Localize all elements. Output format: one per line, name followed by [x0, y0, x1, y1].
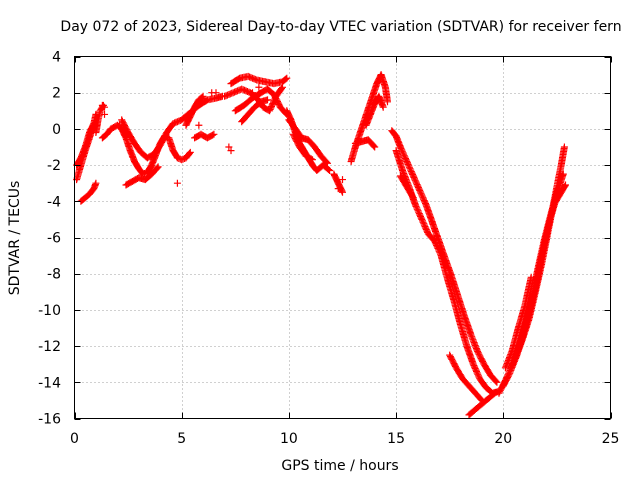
x-tick-label: 25: [602, 431, 620, 447]
sdtvar-point: [116, 121, 124, 129]
y-tick-label: -16: [38, 412, 61, 428]
y-tick-label: -14: [38, 375, 61, 391]
x-tick-label: 10: [280, 431, 298, 447]
x-axis-label: GPS time / hours: [281, 458, 398, 474]
sdtvar-point: [173, 179, 181, 187]
x-tick-label: 5: [177, 431, 186, 447]
sdtvar-point: [195, 121, 203, 129]
sdtvar-point: [339, 176, 346, 184]
sdtvar-point: [180, 114, 188, 122]
y-tick-label: 4: [52, 50, 61, 66]
grid-lines: [74, 56, 611, 419]
sdtvar-point: [101, 110, 109, 118]
y-tick-label: -10: [38, 303, 61, 319]
sdtvar-point: [248, 89, 256, 97]
sdtvar-point: [212, 89, 220, 97]
x-tick-label: 20: [494, 431, 512, 447]
plot-frame: [74, 56, 611, 419]
data-markers: [73, 71, 569, 419]
sdtvar-point: [255, 83, 263, 91]
x-tick-label: 0: [70, 431, 79, 447]
y-tick-label: -12: [38, 339, 61, 355]
x-tick-label: 15: [387, 431, 405, 447]
sdtvar-point: [227, 147, 235, 155]
y-tick-label: -8: [47, 267, 61, 283]
chart-title: Day 072 of 2023, Sidereal Day-to-day VTE…: [60, 19, 621, 35]
y-tick-label: -4: [47, 194, 61, 210]
sdtvar-point: [101, 103, 109, 111]
y-tick-label: 2: [52, 86, 61, 102]
sdtvar-track-markers: [73, 71, 569, 419]
sdtvar-point: [225, 143, 233, 151]
y-tick-label: -2: [47, 158, 61, 174]
y-axis-label: SDTVAR / TECUs: [7, 181, 23, 296]
y-tick-label: 0: [52, 122, 61, 138]
y-tick-label: -6: [47, 231, 61, 247]
sdtvar-point: [184, 112, 192, 120]
sdtvar-point: [334, 185, 342, 193]
axis-ticks: 0 5 10 15 20 25 -16 -14 -12 -10 -8 -6 -4 -2 0 2 4: [38, 50, 619, 448]
